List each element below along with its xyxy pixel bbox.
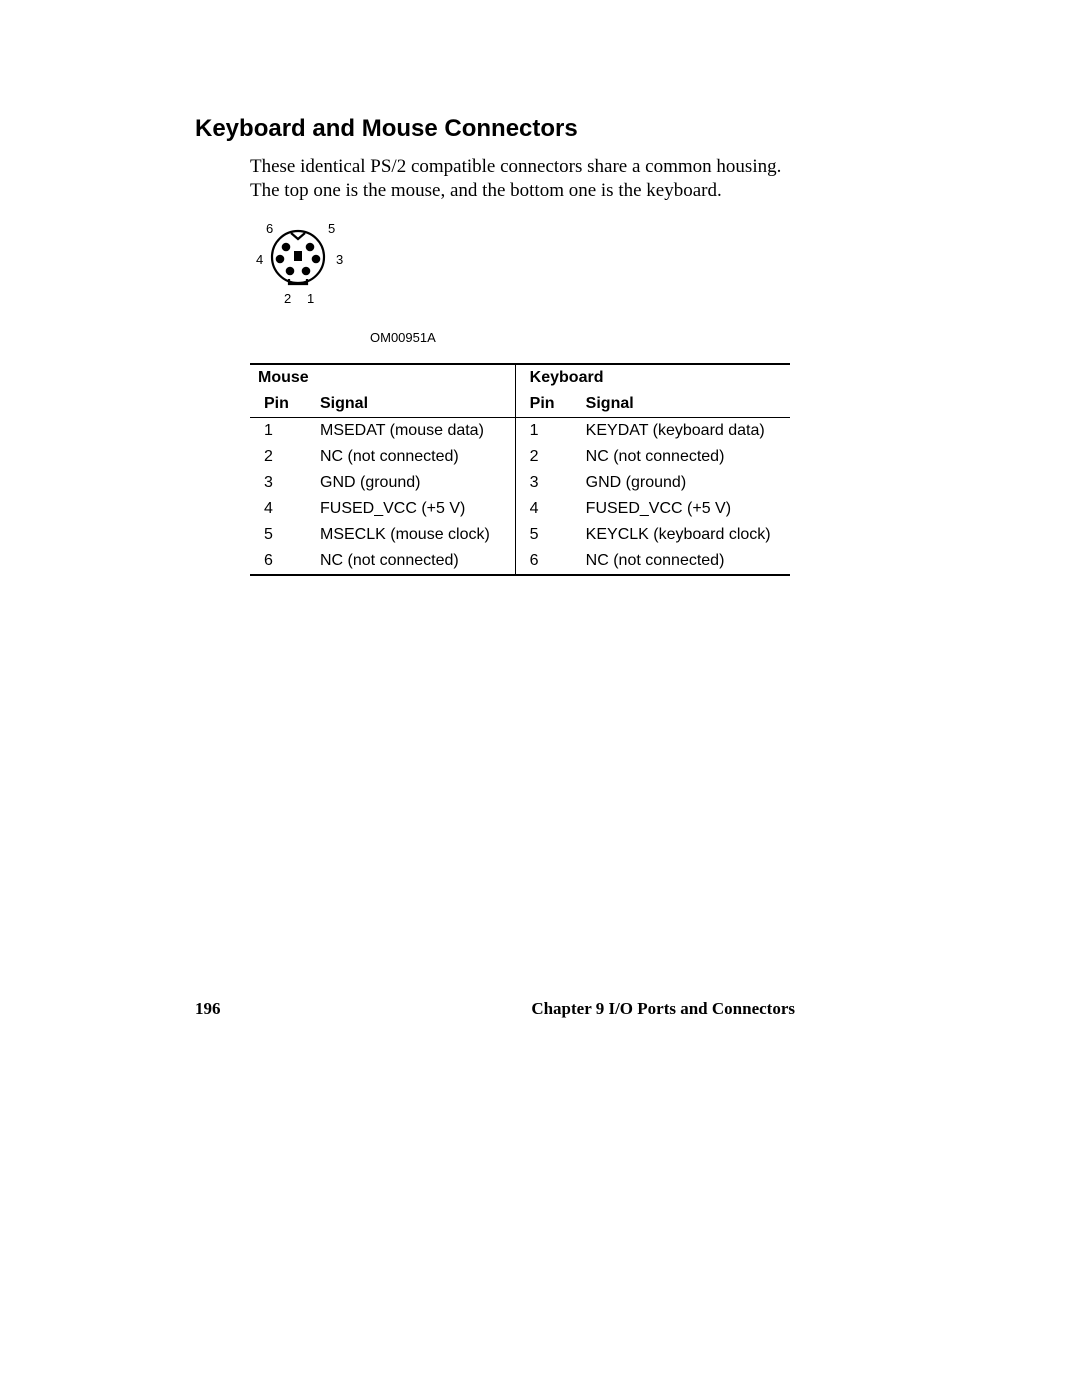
section-title: Keyboard and Mouse Connectors — [195, 115, 890, 143]
col-kbd-signal: Signal — [578, 391, 790, 418]
cell-kbd-signal: NC (not connected) — [578, 444, 790, 470]
cell-mouse-pin: 6 — [250, 548, 312, 575]
connector-diagram: 6 5 4 3 2 1 OM00951A — [250, 221, 890, 345]
chapter-title: Chapter 9 I/O Ports and Connectors — [531, 999, 795, 1019]
cell-kbd-signal: FUSED_VCC (+5 V) — [578, 496, 790, 522]
cell-mouse-pin: 5 — [250, 522, 312, 548]
document-page: Keyboard and Mouse Connectors These iden… — [0, 0, 1080, 1397]
table-row: 2 NC (not connected) 2 NC (not connected… — [250, 444, 790, 470]
col-kbd-pin: Pin — [515, 391, 578, 418]
cell-mouse-pin: 2 — [250, 444, 312, 470]
cell-kbd-signal: KEYCLK (keyboard clock) — [578, 522, 790, 548]
pin-label-3: 3 — [336, 252, 343, 267]
intro-paragraph: These identical PS/2 compatible connecto… — [250, 155, 810, 203]
cell-kbd-pin: 4 — [515, 496, 578, 522]
pinout-rows: 1 MSEDAT (mouse data) 1 KEYDAT (keyboard… — [250, 417, 790, 575]
table-row: 3 GND (ground) 3 GND (ground) — [250, 470, 790, 496]
table-row: 4 FUSED_VCC (+5 V) 4 FUSED_VCC (+5 V) — [250, 496, 790, 522]
ps2-connector-icon: 6 5 4 3 2 1 — [250, 221, 350, 307]
table-group-keyboard: Keyboard — [515, 364, 790, 391]
pin-label-6: 6 — [266, 221, 273, 236]
table-row: 6 NC (not connected) 6 NC (not connected… — [250, 548, 790, 575]
cell-mouse-signal: MSEDAT (mouse data) — [312, 417, 515, 444]
cell-mouse-signal: GND (ground) — [312, 470, 515, 496]
cell-kbd-pin: 6 — [515, 548, 578, 575]
pin-label-4: 4 — [256, 252, 263, 267]
cell-mouse-pin: 4 — [250, 496, 312, 522]
cell-kbd-pin: 1 — [515, 417, 578, 444]
cell-kbd-pin: 5 — [515, 522, 578, 548]
cell-kbd-pin: 2 — [515, 444, 578, 470]
pin-label-5: 5 — [328, 221, 335, 236]
cell-kbd-signal: GND (ground) — [578, 470, 790, 496]
pin-label-2: 2 — [284, 291, 291, 306]
table-row: 5 MSECLK (mouse clock) 5 KEYCLK (keyboar… — [250, 522, 790, 548]
cell-mouse-signal: NC (not connected) — [312, 548, 515, 575]
cell-mouse-pin: 1 — [250, 417, 312, 444]
cell-mouse-signal: MSECLK (mouse clock) — [312, 522, 515, 548]
table-group-mouse: Mouse — [250, 364, 515, 391]
cell-mouse-signal: NC (not connected) — [312, 444, 515, 470]
cell-mouse-signal: FUSED_VCC (+5 V) — [312, 496, 515, 522]
cell-kbd-signal: NC (not connected) — [578, 548, 790, 575]
page-number: 196 — [195, 999, 221, 1019]
cell-mouse-pin: 3 — [250, 470, 312, 496]
page-footer: 196 Chapter 9 I/O Ports and Connectors — [195, 999, 795, 1019]
cell-kbd-signal: KEYDAT (keyboard data) — [578, 417, 790, 444]
pinout-table: Mouse Keyboard Pin Signal Pin Signal 1 M… — [250, 363, 790, 576]
cell-kbd-pin: 3 — [515, 470, 578, 496]
col-mouse-signal: Signal — [312, 391, 515, 418]
pin-label-1: 1 — [307, 291, 314, 306]
col-mouse-pin: Pin — [250, 391, 312, 418]
table-row: 1 MSEDAT (mouse data) 1 KEYDAT (keyboard… — [250, 417, 790, 444]
diagram-reference-code: OM00951A — [370, 330, 890, 345]
